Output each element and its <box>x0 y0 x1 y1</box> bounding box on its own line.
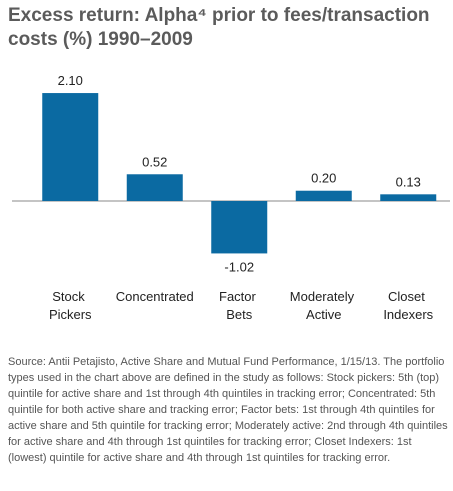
x-tick-label: Closet Indexers <box>383 289 433 322</box>
value-label: 0.52 <box>142 154 167 169</box>
value-label: -1.02 <box>224 259 254 274</box>
x-tick-label: Stock Pickers <box>49 289 92 322</box>
value-label: 0.13 <box>396 174 421 189</box>
value-label: 0.20 <box>311 171 336 186</box>
bar <box>295 190 352 201</box>
bar <box>380 194 437 201</box>
source-note: Source: Antii Petajisto, Active Share an… <box>8 356 448 464</box>
x-tick-label: Concentrated <box>116 289 194 304</box>
bar <box>126 174 183 201</box>
x-tick-label: Factor Bets <box>219 289 259 322</box>
chart-title: Excess return: Alpha⁴ prior to fees/tran… <box>8 5 430 50</box>
value-label: 2.10 <box>58 73 83 88</box>
bar <box>42 93 99 201</box>
x-tick-label: Moderately Active <box>290 289 358 322</box>
bar <box>211 201 268 254</box>
chart: 2.10 Stock Pickers 0.52 Concentrated -1.02 Fa… <box>12 73 450 322</box>
